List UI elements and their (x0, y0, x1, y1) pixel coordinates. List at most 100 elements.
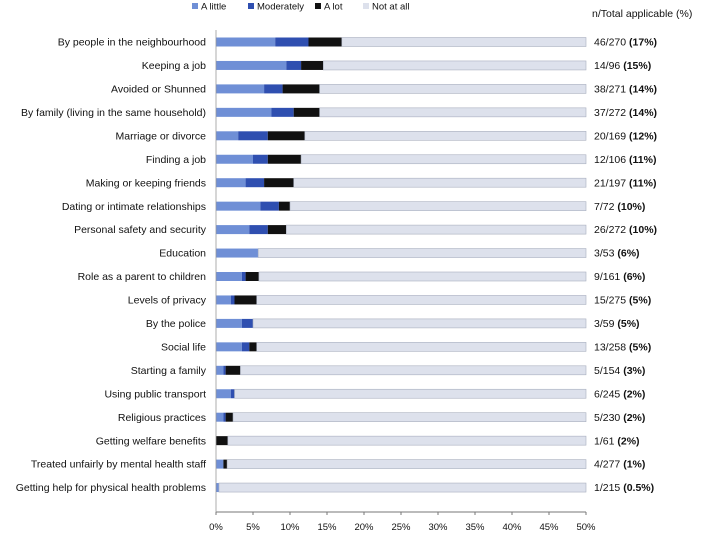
bar-segment-moderately (241, 318, 253, 328)
bar-segment-moderately (241, 272, 246, 281)
stat-label: 1/215 (0.5%) (594, 482, 654, 494)
bar-segment-a-lot (267, 225, 287, 235)
category-label: Marriage or divorce (116, 130, 207, 142)
stat-label: 13/258 (5%) (594, 341, 651, 353)
stat-label: 3/59 (5%) (594, 318, 640, 330)
bar-segment-moderately (260, 201, 279, 211)
bar-segment-not-at-all (304, 131, 587, 141)
bar-segment-a-little (216, 154, 253, 164)
bar-segment-a-lot (223, 459, 228, 469)
bar-segment-a-little (216, 272, 242, 281)
stat-label: 14/96 (15%) (594, 60, 651, 72)
bar-segment-not-at-all (252, 318, 587, 329)
bar-segment-not-at-all (240, 365, 587, 376)
legend-swatch-not-at-all (363, 3, 369, 9)
bar-segment-not-at-all (293, 177, 587, 188)
category-label: Education (159, 248, 206, 260)
bar-segment-not-at-all (256, 295, 587, 305)
bar-segment-not-at-all (227, 435, 587, 446)
category-label: By family (living in the same household) (21, 107, 206, 119)
bar-segment-not-at-all (300, 154, 587, 165)
x-tick-label: 30% (428, 522, 448, 533)
bar-segment-a-lot (267, 131, 305, 141)
x-tick-label: 15% (317, 522, 337, 533)
bar-segment-not-at-all (226, 459, 587, 469)
bar-segment-a-little (216, 201, 261, 211)
bar-segment-a-little (216, 295, 231, 305)
bar-segment-a-little (216, 318, 242, 328)
stat-label: 38/271 (14%) (594, 84, 657, 96)
bar-segment-not-at-all (285, 224, 587, 235)
category-label: Treated unfairly by mental health staff (31, 459, 206, 471)
x-tick-label: 35% (465, 522, 485, 533)
stat-label: 6/245 (2%) (594, 388, 645, 400)
bar-segment-not-at-all (319, 84, 587, 94)
bar-segment-moderately (275, 37, 309, 47)
stat-label: 26/272 (10%) (594, 224, 657, 236)
x-tick-label: 25% (391, 522, 411, 533)
stat-label: 12/106 (11%) (594, 154, 656, 166)
bar-segment-not-at-all (341, 37, 587, 47)
category-label: Role as a parent to children (78, 271, 207, 283)
category-label: Making or keeping friends (86, 177, 206, 189)
category-label: Getting help for physical health problem… (16, 482, 206, 494)
bar-segment-not-at-all (234, 388, 587, 399)
bar-segment-a-lot (234, 295, 257, 305)
bar-segment-not-at-all (232, 412, 587, 423)
category-label: Social life (161, 341, 206, 353)
category-label: Using public transport (104, 388, 206, 400)
bar-segment-a-lot (267, 154, 302, 164)
x-tick-label: 20% (354, 522, 374, 533)
category-label: Keeping a job (142, 60, 206, 72)
bar-segment-a-little (216, 60, 287, 70)
chart-legend: A little Moderately A lot Not at all (192, 2, 410, 13)
stat-label: 37/272 (14%) (594, 107, 657, 119)
bar-segment-moderately (249, 225, 268, 235)
bar-segment-a-little (216, 365, 224, 375)
bar-segment-moderately (223, 365, 226, 375)
bar-segment-not-at-all (257, 248, 587, 258)
bar-segment-a-lot (245, 272, 259, 281)
bar-segment-moderately (223, 412, 226, 422)
bar-segment-a-lot (216, 436, 228, 446)
stat-label: 21/197 (11%) (594, 177, 656, 189)
category-label: By people in the neighbourhood (58, 37, 206, 49)
x-tick-label: 40% (502, 522, 522, 533)
bar-segment-a-little (216, 342, 242, 352)
stat-label: 15/275 (5%) (594, 295, 651, 307)
bar-segment-a-lot (278, 201, 290, 211)
category-label: Getting welfare benefits (96, 435, 206, 447)
bar-segment-moderately (286, 60, 302, 70)
legend-swatch-a-little (192, 3, 198, 9)
bar-segment-a-little (216, 389, 231, 399)
x-axis: 0% 5% 10% 15% 20% 25% 30% 35% 40% 45% 50% (209, 30, 596, 533)
bar-segment-moderately (253, 154, 268, 164)
bar-segment-a-little (216, 412, 224, 422)
bar-segment-a-lot (249, 342, 257, 352)
stat-label: 1/61 (2%) (594, 435, 640, 447)
stat-label: 5/230 (2%) (594, 412, 645, 424)
bar-segment-not-at-all (218, 482, 587, 493)
bar-segment-a-little (216, 37, 276, 47)
category-label: Avoided or Shunned (111, 84, 206, 96)
bar-segment-moderately (230, 389, 235, 399)
bars-group: By people in the neighbourhood 46/270 (17… (16, 37, 657, 495)
bar-segment-a-lot (225, 365, 241, 375)
category-label: Levels of privacy (128, 295, 207, 307)
bar-segment-not-at-all (256, 342, 587, 352)
bar-segment-moderately (271, 107, 294, 117)
category-label: Starting a family (131, 365, 207, 377)
bar-segment-a-little (216, 248, 259, 258)
bar-segment-a-little (216, 459, 224, 469)
category-label: Finding a job (146, 154, 206, 166)
bar-segment-not-at-all (319, 107, 587, 118)
stat-label: 3/53 (6%) (594, 248, 640, 260)
x-tick-label: 5% (246, 522, 260, 533)
bar-segment-a-lot (293, 107, 320, 117)
x-tick-label: 0% (209, 522, 223, 533)
bar-segment-a-little (216, 178, 246, 188)
bar-segment-a-lot (282, 84, 320, 94)
bar-segment-moderately (245, 178, 265, 188)
bar-segment-a-lot (225, 412, 234, 422)
